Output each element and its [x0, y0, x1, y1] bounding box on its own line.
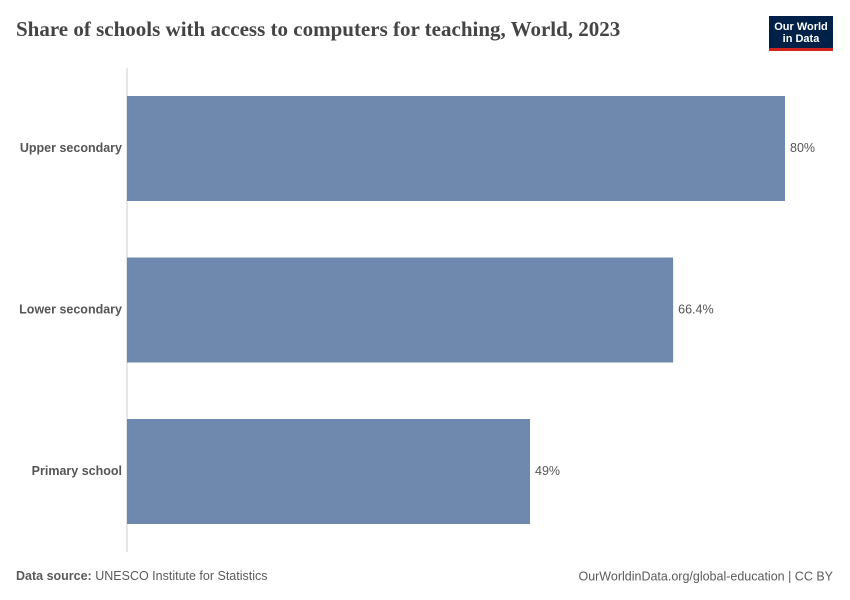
- category-label: Primary school: [32, 464, 122, 478]
- source-text: UNESCO Institute for Statistics: [95, 569, 267, 583]
- value-label: 80%: [790, 141, 815, 155]
- bar: [127, 257, 674, 363]
- bar: [127, 419, 531, 524]
- logo-stripe: [769, 48, 833, 51]
- source: Data source: UNESCO Institute for Statis…: [16, 569, 268, 583]
- value-label: 49%: [535, 464, 560, 478]
- logo-text: in Data: [783, 33, 821, 45]
- category-label: Lower secondary: [19, 302, 122, 316]
- category-label: Upper secondary: [20, 141, 122, 155]
- bar: [127, 96, 785, 201]
- logo[interactable]: Our World in Data: [769, 16, 833, 51]
- logo-box: [769, 16, 833, 51]
- footer-link[interactable]: OurWorldinData.org/global-education | CC…: [578, 569, 833, 583]
- logo-text: Our World: [774, 21, 828, 33]
- source-label: Data source:: [16, 569, 92, 583]
- value-label: 66.4%: [678, 302, 713, 316]
- chart-title: Share of schools with access to computer…: [16, 17, 620, 41]
